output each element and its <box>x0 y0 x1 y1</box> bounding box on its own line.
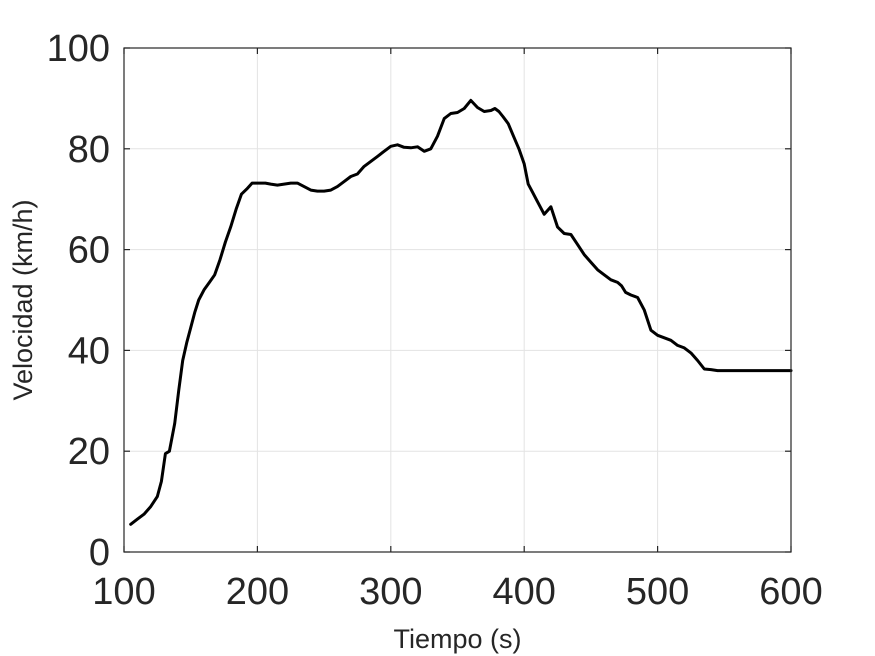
y-tick-label-20: 20 <box>68 431 110 473</box>
y-tick-label-80: 80 <box>68 129 110 171</box>
y-tick-label-0: 0 <box>89 532 110 574</box>
x-tick-label-200: 200 <box>226 571 289 613</box>
plot-area-frame <box>123 47 792 553</box>
grid-lines <box>123 47 792 553</box>
tick-marks <box>123 47 792 553</box>
x-tick-label-100: 100 <box>92 571 155 613</box>
x-tick-label-400: 400 <box>492 571 555 613</box>
x-tick-label-600: 600 <box>759 571 822 613</box>
y-tick-label-40: 40 <box>68 330 110 372</box>
series-line-velocidad <box>129 98 793 526</box>
y-tick-label-100: 100 <box>47 28 110 70</box>
x-axis-label: Tiempo (s) <box>393 624 521 654</box>
y-axis-label: Velocidad (km/h) <box>8 199 38 400</box>
y-tick-label-60: 60 <box>68 230 110 272</box>
x-tick-labels: 100 200 300 400 500 600 <box>92 571 822 613</box>
x-tick-label-500: 500 <box>626 571 689 613</box>
x-tick-label-300: 300 <box>359 571 422 613</box>
y-tick-labels: 0 20 40 60 80 100 <box>47 28 110 574</box>
